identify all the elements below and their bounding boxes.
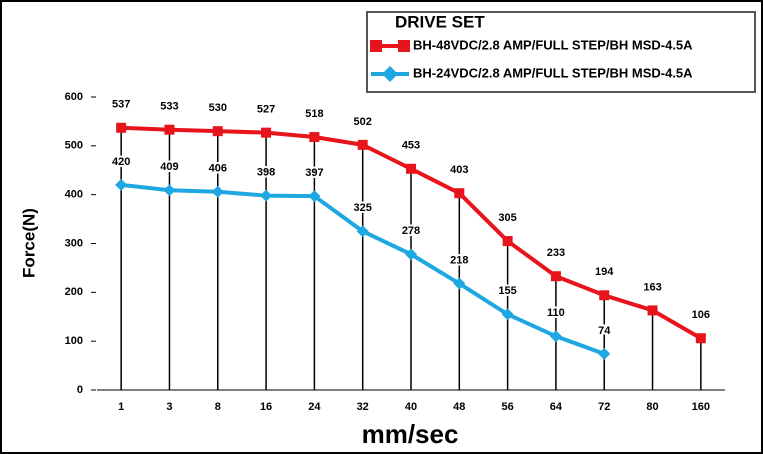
legend-title: DRIVE SET <box>395 12 485 31</box>
marker <box>502 236 513 247</box>
data-label: 398 <box>257 167 275 179</box>
x-tick-label: 48 <box>453 401 465 413</box>
data-label: 397 <box>305 167 323 179</box>
y-tick-label: 300 <box>65 237 83 249</box>
x-tick-label: 64 <box>550 401 563 413</box>
x-tick-label: 40 <box>405 401 417 413</box>
marker <box>598 347 611 360</box>
y-axis-label: Force(N) <box>19 208 38 278</box>
data-label: 406 <box>209 163 227 175</box>
x-tick-label: 8 <box>215 401 221 413</box>
marker <box>454 188 465 199</box>
x-tick-label: 1 <box>118 401 124 413</box>
marker <box>406 163 416 174</box>
marker <box>647 305 658 316</box>
legend-label: BH-48VDC/2.8 AMP/FULL STEP/BH MSD-4.5A <box>413 37 693 52</box>
x-tick-label: 56 <box>501 401 513 413</box>
data-label: 409 <box>160 161 178 173</box>
marker <box>356 225 369 238</box>
marker <box>599 290 610 301</box>
data-label: 74 <box>598 325 611 337</box>
x-axis-label: mm/sec <box>362 419 459 449</box>
legend-label: BH-24VDC/2.8 AMP/FULL STEP/BH MSD-4.5A <box>413 65 693 80</box>
x-tick-label: 16 <box>260 401 272 413</box>
x-tick-label: 32 <box>357 401 369 413</box>
legend-marker <box>370 40 382 52</box>
marker <box>405 248 417 261</box>
data-label: 233 <box>547 247 565 259</box>
marker <box>550 271 561 282</box>
y-tick-label: 600 <box>65 91 83 103</box>
y-tick-label: 200 <box>65 286 83 298</box>
data-label: 163 <box>643 281 661 293</box>
data-label: 518 <box>305 108 323 120</box>
data-label: 530 <box>209 102 227 114</box>
data-label: 527 <box>257 104 275 116</box>
data-label: 278 <box>402 225 420 237</box>
marker <box>261 127 272 138</box>
y-tick-label: 100 <box>65 335 83 347</box>
data-label: 110 <box>547 307 565 319</box>
data-label: 155 <box>498 285 516 297</box>
x-tick-label: 24 <box>308 401 321 413</box>
marker <box>501 308 514 321</box>
data-label: 106 <box>692 309 710 321</box>
legend-marker <box>382 66 398 82</box>
x-tick-label: 80 <box>646 401 658 413</box>
marker <box>357 139 368 150</box>
data-label: 533 <box>160 101 178 113</box>
data-label: 502 <box>354 116 372 128</box>
marker <box>453 277 466 290</box>
legend-marker <box>398 40 410 52</box>
marker <box>211 185 224 198</box>
data-label: 420 <box>112 156 130 168</box>
y-tick-label: 400 <box>65 189 83 201</box>
marker <box>164 124 175 135</box>
y-tick-label: 0 <box>77 384 83 396</box>
y-tick-label: 500 <box>65 140 83 152</box>
data-label: 537 <box>112 99 130 111</box>
marker <box>308 190 321 203</box>
data-label: 325 <box>354 202 372 214</box>
marker <box>115 178 128 191</box>
x-tick-label: 72 <box>598 401 610 413</box>
marker <box>163 184 176 197</box>
x-tick-label: 160 <box>692 401 710 413</box>
marker <box>309 132 320 143</box>
data-label: 194 <box>595 266 614 278</box>
marker <box>549 330 562 343</box>
marker <box>260 189 273 202</box>
data-label: 453 <box>402 140 420 152</box>
marker <box>212 126 223 137</box>
data-label: 403 <box>450 164 468 176</box>
x-tick-label: 3 <box>166 401 172 413</box>
marker <box>695 333 706 344</box>
legend-box <box>366 11 756 93</box>
data-label: 218 <box>450 254 468 266</box>
data-label: 305 <box>498 212 516 224</box>
marker <box>116 122 127 133</box>
